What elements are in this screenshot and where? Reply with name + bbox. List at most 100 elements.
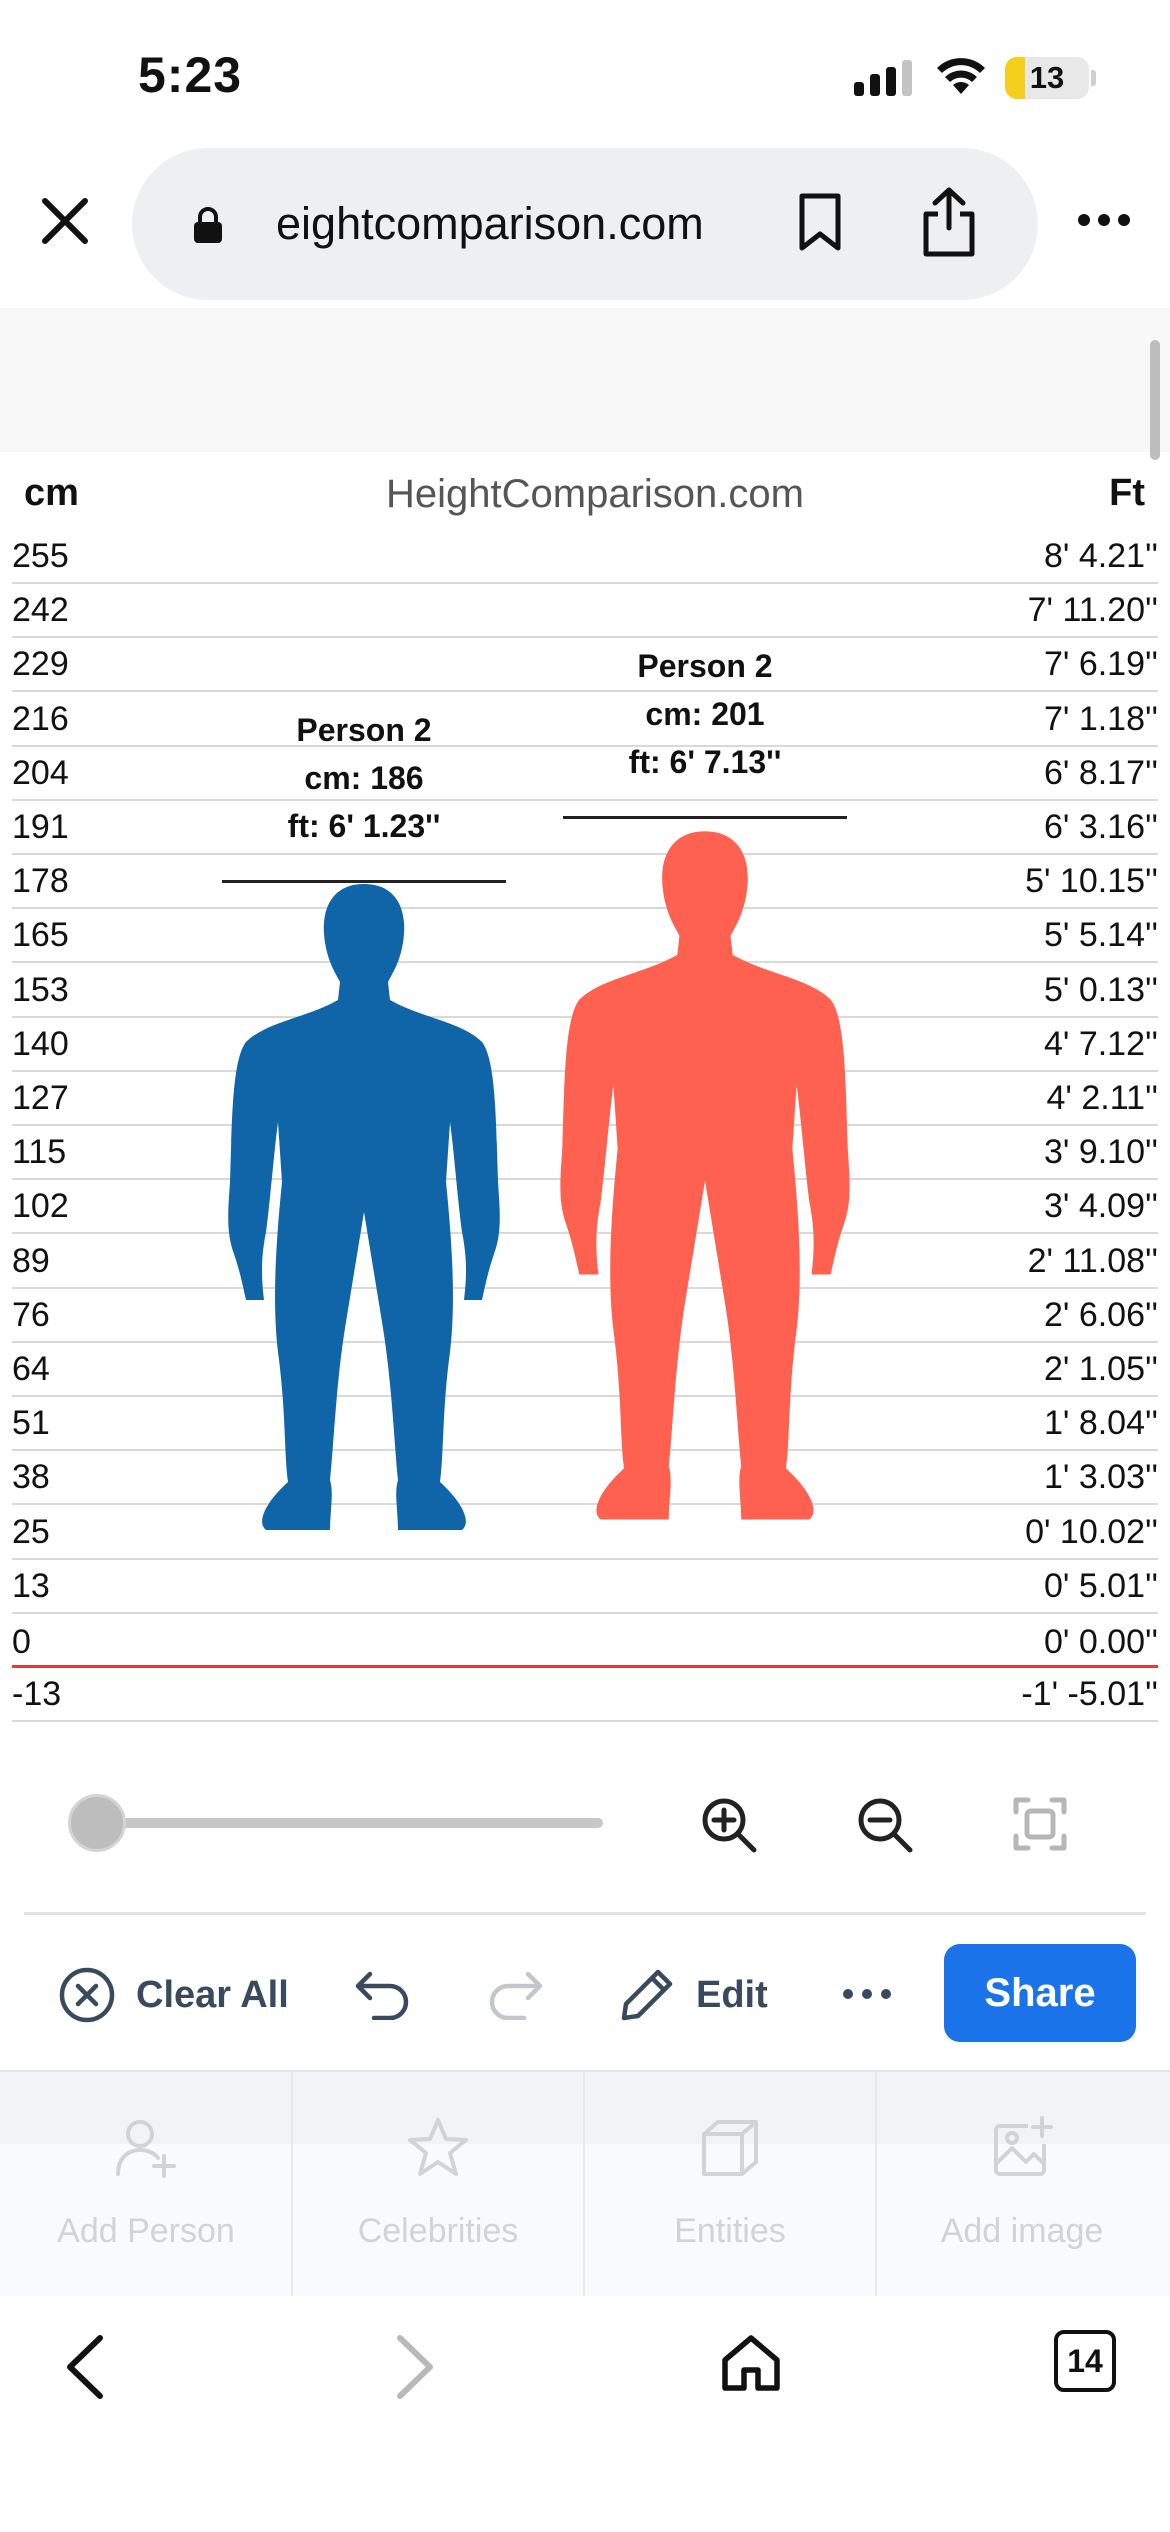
cm-tick-label: 165: [12, 916, 69, 955]
grid-row: 13 0' 5.01'': [12, 1560, 1158, 1614]
share-button[interactable]: Share: [944, 1944, 1136, 2042]
bookmark-icon[interactable]: [796, 192, 844, 252]
ft-tick-label: 5' 0.13'': [1043, 970, 1158, 1009]
grid-row: 76 2' 6.06'': [12, 1289, 1158, 1343]
person-1-silhouette[interactable]: [226, 882, 502, 1534]
cm-axis-header: cm: [24, 472, 79, 514]
cm-tick-label: 64: [12, 1350, 50, 1388]
more-options-icon[interactable]: [1076, 210, 1132, 230]
ft-tick-label: 7' 1.18'': [1043, 699, 1158, 738]
ft-tick-label: 0' 0.00'': [1043, 1623, 1158, 1661]
cm-tick-label: 76: [12, 1295, 50, 1334]
cm-tick-label: 153: [12, 970, 69, 1009]
undo-icon: [355, 1971, 409, 2020]
tab-celebrities-label: Celebrities: [357, 2212, 519, 2250]
zoom-in-icon[interactable]: [700, 1796, 758, 1854]
fit-screen-icon[interactable]: [1012, 1796, 1068, 1852]
pencil-icon: [621, 1969, 673, 2021]
person-2-silhouette[interactable]: [558, 819, 852, 1534]
grid-row: 64 2' 1.05'': [12, 1343, 1158, 1397]
ground-line: [12, 1665, 1158, 1669]
tab-celebrities[interactable]: Celebrities: [292, 2072, 584, 2298]
ft-tick-label: 0' 5.01'': [1043, 1566, 1158, 1605]
grid-row: 255 8' 4.21'': [12, 530, 1158, 584]
redo-button[interactable]: [488, 1950, 544, 2040]
battery-cap: [1091, 70, 1096, 86]
ft-tick-label: 2' 1.05'': [1043, 1350, 1158, 1388]
ft-tick-label: 4' 2.11'': [1046, 1079, 1158, 1117]
url-text[interactable]: heightcomparison.com: [277, 198, 704, 249]
grid-row: -13 -1' -5.01'': [12, 1668, 1158, 1723]
cm-tick-label: 51: [12, 1404, 50, 1443]
tab-add-person-label: Add Person: [57, 2212, 235, 2250]
ft-tick-label: 5' 5.14'': [1043, 916, 1158, 955]
clear-all-label: Clear All: [136, 1973, 289, 2016]
more-actions-icon[interactable]: [842, 1986, 892, 2002]
cm-tick-label: 140: [12, 1024, 69, 1063]
cm-tick-label: 204: [12, 753, 69, 792]
scale-slider-thumb[interactable]: [68, 1794, 126, 1852]
battery-indicator: 13: [1005, 57, 1089, 99]
home-icon[interactable]: [720, 2332, 782, 2394]
ad-space: [0, 308, 1170, 452]
star-icon: [408, 2118, 468, 2176]
tabs-count-button[interactable]: 14: [1054, 2330, 1116, 2392]
person-2-shape: [560, 831, 850, 1520]
clear-circle-icon: [59, 1967, 115, 2023]
bottom-tab-bar: Add Person Celebrities Entities Add imag…: [0, 2070, 1170, 2298]
clear-all-button[interactable]: Clear All: [58, 1950, 289, 2040]
ft-tick-label: 7' 6.19'': [1043, 645, 1158, 684]
cube-icon: [702, 2120, 758, 2176]
status-time: 5:23: [138, 47, 243, 103]
grid-row: 204 6' 8.17'': [12, 747, 1158, 801]
cm-tick-label: 229: [12, 645, 69, 684]
ft-tick-label: 1' 3.03'': [1043, 1458, 1158, 1497]
grid-row: 51 1' 8.04'': [12, 1397, 1158, 1452]
ft-tick-label: 6' 8.17'': [1043, 753, 1158, 792]
cm-tick-label: 178: [12, 862, 69, 901]
scrollbar[interactable]: [1150, 340, 1160, 460]
ft-tick-label: 6' 3.16'': [1043, 808, 1158, 846]
back-icon[interactable]: [62, 2334, 108, 2400]
grid-row: 242 7' 11.20'': [12, 584, 1158, 639]
ft-tick-label: 3' 9.10'': [1043, 1133, 1158, 1172]
grid-row: 38 1' 3.03'': [12, 1451, 1158, 1506]
cm-tick-label: 255: [12, 537, 69, 575]
cm-tick-label: 115: [12, 1133, 67, 1172]
edit-label: Edit: [696, 1973, 768, 2016]
battery-level: 13: [1029, 60, 1065, 95]
grid-row: 0 0' 0.00'': [12, 1614, 1158, 1668]
zoom-out-icon[interactable]: [856, 1796, 914, 1854]
edit-button[interactable]: Edit: [618, 1950, 768, 2040]
cm-tick-label: 89: [12, 1241, 50, 1280]
height-chart: cm HeightComparison.com Ft 255 8' 4.21'' 2…: [0, 452, 1170, 1742]
chart-site-title: HeightComparison.com: [386, 472, 804, 516]
ft-tick-label: 2' 6.06'': [1043, 1295, 1158, 1334]
tab-entities[interactable]: Entities: [584, 2072, 876, 2298]
person-2-name: Person 2: [637, 648, 773, 684]
ft-tick-label: 2' 11.08'': [1027, 1241, 1158, 1280]
grid-row: 165 5' 5.14'': [12, 909, 1158, 964]
cm-tick-label: 191: [12, 808, 69, 846]
add-image-icon: [994, 2116, 1053, 2176]
ft-tick-label: 1' 8.04'': [1043, 1404, 1158, 1443]
cellular-signal-icon: [854, 60, 912, 96]
grid-row: 191 6' 3.16'': [12, 801, 1158, 855]
forward-icon[interactable]: [392, 2334, 438, 2400]
person-2-cm: cm: 201: [645, 696, 765, 732]
tab-add-image[interactable]: Add image: [876, 2072, 1168, 2298]
toolbar-divider: [24, 1912, 1146, 1915]
cm-tick-label: 25: [12, 1512, 50, 1551]
person-1-label: Person 2 cm: 186 ft: 6' 1.23'': [214, 706, 514, 850]
grid-row: 216 7' 1.18'': [12, 693, 1158, 747]
cm-tick-label: -13: [12, 1675, 62, 1714]
scale-slider-track[interactable]: [95, 1818, 603, 1828]
undo-button[interactable]: [354, 1950, 410, 2040]
tab-add-image-label: Add image: [940, 2212, 1104, 2250]
tab-add-person[interactable]: Add Person: [0, 2072, 292, 2298]
share-icon[interactable]: [920, 186, 978, 258]
ft-tick-label: 8' 4.21'': [1043, 537, 1158, 575]
close-icon[interactable]: [40, 196, 90, 246]
grid-row: 89 2' 11.08'': [12, 1235, 1158, 1289]
url-bar[interactable]: heightcomparison.com: [132, 148, 1038, 300]
